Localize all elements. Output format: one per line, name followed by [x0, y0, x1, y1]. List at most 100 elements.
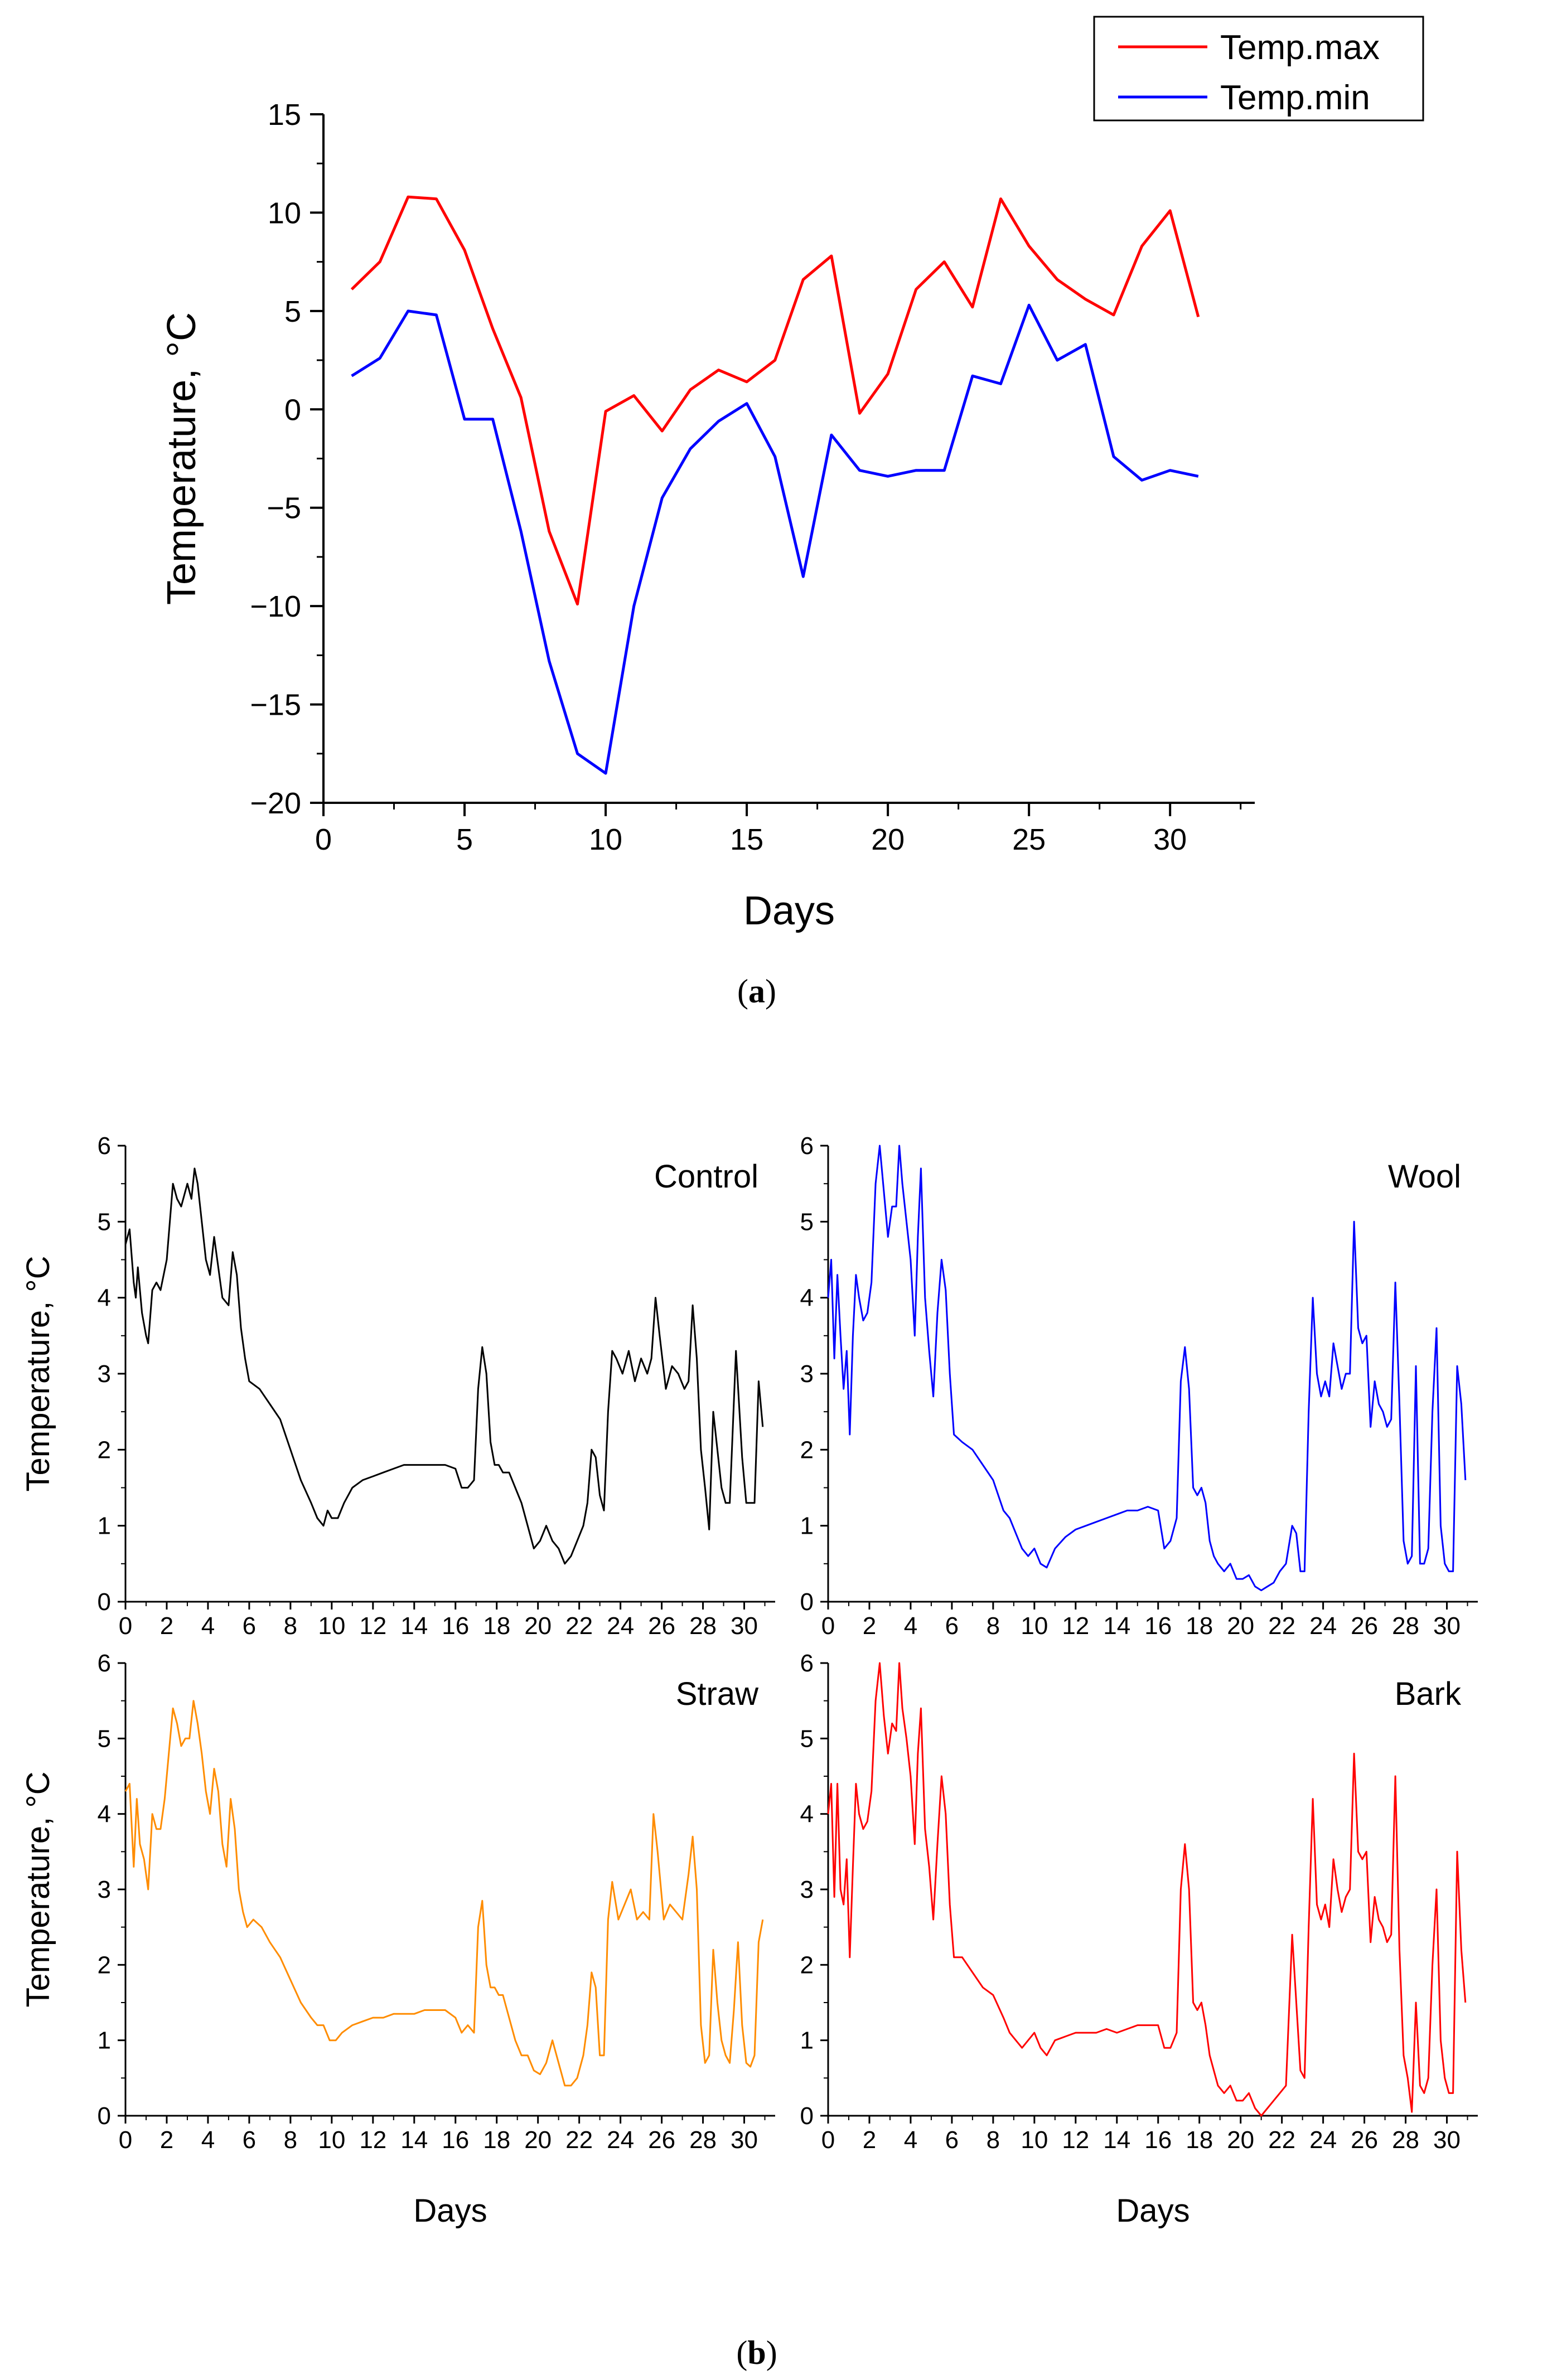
x-tick-label: 28 — [1392, 1612, 1419, 1640]
y-tick-label: −5 — [267, 492, 301, 525]
y-tick-label: 0 — [800, 2102, 814, 2130]
y-tick-label: 5 — [284, 295, 301, 328]
y-tick-label: 4 — [98, 1801, 111, 1828]
x-tick-label: 2 — [863, 2126, 876, 2154]
x-tick-label: 8 — [284, 1612, 297, 1640]
panel-title-control: Control — [654, 1159, 758, 1195]
x-tick-label: 14 — [400, 2126, 428, 2154]
y-tick-label: 5 — [800, 1725, 814, 1752]
x-tick-label: 26 — [648, 2126, 675, 2154]
chart-a: −20 −15 −10 −5 0 5 10 15 0 5 10 15 20 25 30 Days Tempera… — [159, 16, 1424, 933]
x-tick-label: 12 — [1062, 1612, 1089, 1640]
x-tick-label: 18 — [483, 1612, 510, 1640]
x-tick-label: 30 — [1153, 823, 1187, 856]
panel-title-bark: Bark — [1395, 1676, 1462, 1712]
y-tick-label: 0 — [98, 1588, 111, 1616]
x-tick-label: 5 — [456, 823, 473, 856]
y-tick-label: 5 — [98, 1725, 111, 1752]
legend-label-temp-max: Temp.max — [1220, 28, 1380, 67]
y-tick-label: 4 — [98, 1284, 111, 1312]
y-tick-label: 5 — [800, 1208, 814, 1235]
y-tick-label: 6 — [800, 1650, 814, 1677]
y-tick-label: 4 — [800, 1801, 814, 1828]
series-line-straw — [124, 1700, 764, 2087]
x-tick-label: 22 — [1268, 1612, 1295, 1640]
x-tick-label: 26 — [1351, 2126, 1378, 2154]
legend-label-temp-min: Temp.min — [1220, 79, 1370, 117]
legend-box — [1093, 16, 1424, 122]
x-tick-label: 2 — [160, 1612, 173, 1640]
x-tick-label: 28 — [689, 1612, 717, 1640]
x-tick-label: 24 — [1309, 1612, 1337, 1640]
y-tick-label: 3 — [98, 1876, 111, 1903]
x-tick-label: 16 — [1144, 1612, 1172, 1640]
x-tick-label: 12 — [1062, 2126, 1089, 2154]
y-tick-label: 4 — [800, 1284, 814, 1312]
x-tick-label: 15 — [730, 823, 763, 856]
x-tick-label: 4 — [201, 1612, 215, 1640]
y-tick-label: −20 — [250, 787, 301, 820]
x-tick-label: 4 — [904, 1612, 917, 1640]
series-line-bark — [827, 1662, 1467, 2117]
x-tick-label: 24 — [607, 1612, 634, 1640]
y-tick-label: 15 — [268, 98, 301, 132]
x-tick-label: 16 — [1144, 2126, 1172, 2154]
y-tick-label: 0 — [800, 1588, 814, 1616]
series-line-temp-max — [350, 195, 1200, 606]
x-tick-label: 10 — [1021, 1612, 1048, 1640]
y-tick-label: 2 — [800, 1951, 814, 1979]
x-tick-label: 0 — [315, 823, 332, 856]
y-tick-label: 2 — [98, 1951, 111, 1979]
x-tick-label: 30 — [731, 2126, 758, 2154]
x-tick-label: 16 — [442, 1612, 469, 1640]
x-tick-label: 6 — [243, 2126, 256, 2154]
y-tick-label: −10 — [250, 590, 301, 623]
y-tick-label: 3 — [800, 1360, 814, 1388]
x-tick-label: 14 — [400, 1612, 428, 1640]
y-tick-label: 5 — [98, 1208, 111, 1235]
x-tick-label: 4 — [201, 2126, 215, 2154]
x-tick-label: 20 — [871, 823, 905, 856]
x-tick-label: 22 — [565, 2126, 593, 2154]
x-tick-label: 16 — [442, 2126, 469, 2154]
x-tick-label: 10 — [318, 1612, 345, 1640]
x-tick-label: 10 — [1021, 2126, 1048, 2154]
x-tick-label: 24 — [607, 2126, 634, 2154]
series-line-temp-min — [351, 303, 1199, 775]
y-tick-label: 1 — [98, 1513, 111, 1540]
y-tick-label: 2 — [98, 1436, 111, 1463]
y-tick-label: 6 — [98, 1650, 111, 1677]
x-tick-label: 10 — [318, 2126, 345, 2154]
series-line-wool — [827, 1145, 1467, 1592]
x-tick-label: 26 — [648, 1612, 675, 1640]
y-tick-label: 1 — [800, 1513, 814, 1540]
caption-b: (b) — [736, 2334, 777, 2371]
y-axis-title: Temperature, °C — [20, 1772, 56, 2008]
x-tick-label: 12 — [359, 1612, 386, 1640]
x-tick-label: 12 — [359, 2126, 386, 2154]
x-tick-label: 28 — [1392, 2126, 1419, 2154]
x-tick-label: 6 — [945, 1612, 959, 1640]
panel-title-straw: Straw — [676, 1676, 759, 1712]
x-tick-label: 18 — [1186, 1612, 1213, 1640]
x-tick-label: 2 — [160, 2126, 173, 2154]
x-tick-label: 26 — [1351, 1612, 1378, 1640]
x-tick-label: 6 — [243, 1612, 256, 1640]
x-tick-label: 0 — [119, 2126, 132, 2154]
x-tick-label: 8 — [284, 2126, 297, 2154]
caption-a-letter: a — [748, 973, 765, 1010]
x-tick-label: 25 — [1012, 823, 1046, 856]
x-tick-label: 28 — [689, 2126, 717, 2154]
caption-b-letter: b — [747, 2334, 766, 2371]
y-tick-label: 1 — [800, 2027, 814, 2054]
x-tick-label: 4 — [904, 2126, 917, 2154]
caption-a: (a) — [737, 973, 776, 1010]
x-tick-label: 2 — [863, 1612, 876, 1640]
y-tick-label: 0 — [284, 393, 301, 426]
x-tick-label: 20 — [1227, 2126, 1254, 2154]
x-tick-label: 0 — [821, 2126, 835, 2154]
